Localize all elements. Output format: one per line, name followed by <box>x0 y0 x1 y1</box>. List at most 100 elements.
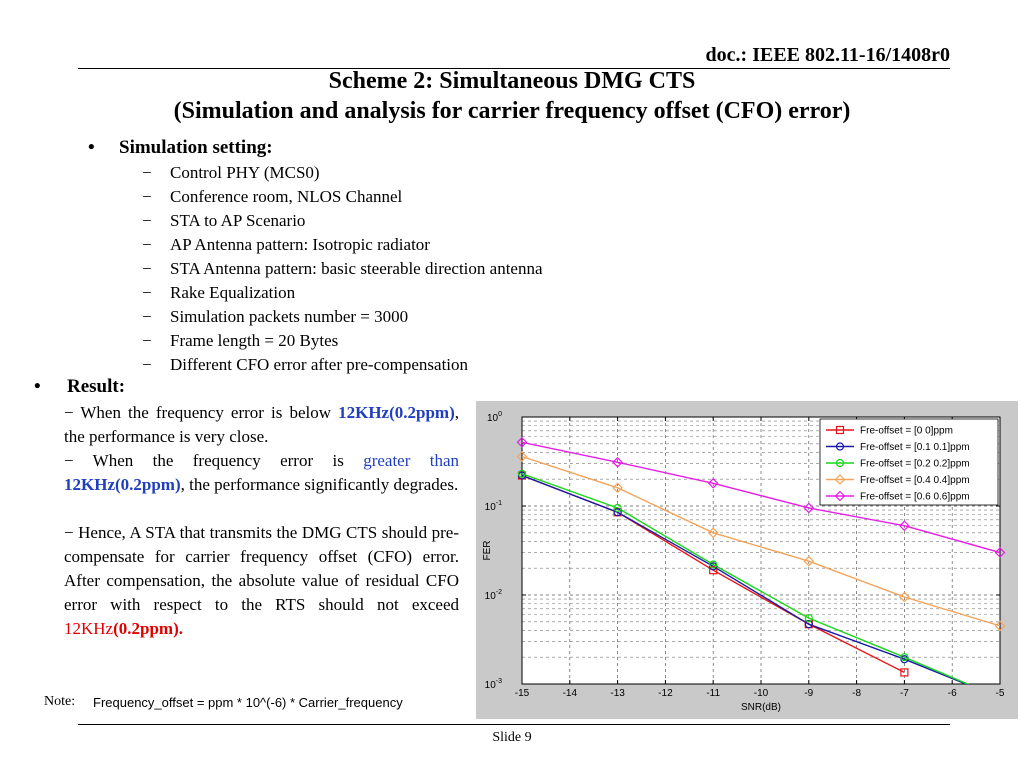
settings-item: − Simulation packets number = 3000 <box>142 305 543 329</box>
x-tick-label: -6 <box>948 688 957 699</box>
settings-item-text: AP Antenna pattern: Isotropic radiator <box>170 235 430 254</box>
settings-item: − STA Antenna pattern: basic steerable di… <box>142 257 543 281</box>
legend-marker-4 <box>834 490 846 502</box>
x-tick-label: -8 <box>852 688 861 699</box>
x-tick-label: -15 <box>515 688 530 699</box>
legend-marker-2 <box>835 458 845 468</box>
legend-marker-1 <box>835 442 845 451</box>
result-text-run: − When the frequency error is below <box>64 403 339 422</box>
highlight-greater-than: greater than <box>363 451 460 470</box>
result-text: − When the frequency error is below 12KH… <box>64 401 459 641</box>
data-point-2 <box>517 469 527 478</box>
data-point-4 <box>899 520 910 532</box>
fer-chart: -15 -14 -13 -12 -11 -10 -9 -8 -7 -6 -5 100 10-1 10-2 1… <box>476 401 1018 719</box>
slide-subtitle: (Simulation and analysis for carrier fre… <box>173 98 851 124</box>
result-spacer <box>64 497 459 521</box>
list-dash: − <box>142 235 152 254</box>
data-point-3 <box>707 527 719 539</box>
settings-bullet: • <box>88 137 95 158</box>
x-tick-label: -12 <box>658 688 673 699</box>
legend-label-3: Fre-offset = [0.4 0.4]ppm <box>860 475 970 486</box>
y-tick-label: 10-2 <box>485 589 502 602</box>
data-point-3 <box>994 620 1006 632</box>
data-point-4 <box>994 547 1006 558</box>
result-paragraph: − When the frequency error is below 12KH… <box>64 401 459 449</box>
legend-label-0: Fre-offset = [0 0]ppm <box>860 426 953 437</box>
footer-rule <box>78 724 950 725</box>
document-id: doc.: IEEE 802.11-16/1408r0 <box>705 44 950 66</box>
settings-item-text: Frame length = 20 Bytes <box>170 331 339 350</box>
list-dash: − <box>142 355 152 374</box>
slide-title: Scheme 2: Simultaneous DMG CTS <box>328 68 696 94</box>
list-dash: − <box>142 307 152 326</box>
list-dash: − <box>142 259 152 278</box>
legend-label-4: Fre-offset = [0.6 0.6]ppm <box>860 492 970 503</box>
series-line-1 <box>522 474 968 684</box>
data-point-3 <box>612 482 623 494</box>
result-text-run: , the performance is very close. <box>64 403 459 446</box>
list-dash: − <box>142 163 152 182</box>
series-line-3 <box>522 455 1000 627</box>
settings-item-text: Different CFO error after pre-compensati… <box>170 355 469 374</box>
x-axis-label: SNR(dB) <box>741 702 781 713</box>
legend-label-2: Fre-offset = [0.2 0.2]ppm <box>860 459 970 470</box>
settings-item-text: Conference room, NLOS Channel <box>170 187 403 206</box>
data-point-4 <box>612 456 623 468</box>
highlight-limit: 12KHz <box>64 619 114 638</box>
y-tick-label: 10-3 <box>485 678 502 691</box>
data-point-2 <box>900 653 909 662</box>
x-tick-label: -13 <box>610 688 625 699</box>
settings-item: − Conference room, NLOS Channel <box>142 185 543 209</box>
series-line-2 <box>522 473 970 684</box>
data-point-2 <box>613 503 622 513</box>
note-label: Note: <box>44 694 76 709</box>
settings-list: − Control PHY (MCS0) − Conference room, NL… <box>142 161 543 377</box>
data-point-0 <box>709 566 718 575</box>
slide-number: Slide 9 <box>492 730 532 745</box>
settings-item-text: STA to AP Scenario <box>170 211 306 230</box>
result-text-run: − Hence, A STA that transmits the DMG CT… <box>64 523 459 614</box>
y-tick-label: 10-1 <box>485 500 502 513</box>
settings-item: − AP Antenna pattern: Isotropic radiator <box>142 233 543 257</box>
data-point-4 <box>516 436 528 448</box>
data-point-3 <box>899 591 910 603</box>
legend-label-1: Fre-offset = [0.1 0.1]ppm <box>860 442 970 453</box>
data-point-3 <box>803 555 815 567</box>
note-formula: Frequency_offset = ppm * 10^(-6) * Carri… <box>93 695 403 710</box>
result-text-run: , the performance significantly degrades… <box>180 475 459 494</box>
data-point-1 <box>613 508 622 517</box>
series-line-4 <box>522 441 1000 554</box>
data-point-2 <box>709 560 718 569</box>
x-tick-label: -7 <box>900 688 909 699</box>
settings-heading: Simulation setting: <box>119 137 273 158</box>
settings-item-text: Control PHY (MCS0) <box>170 163 320 182</box>
settings-item: − STA to AP Scenario <box>142 209 543 233</box>
x-tick-label: -11 <box>706 688 720 699</box>
highlight-frequency: 12KHz(0.2ppm) <box>64 475 181 494</box>
data-point-3 <box>516 451 528 462</box>
result-bullet: • <box>34 376 41 397</box>
x-tick-label: -10 <box>754 688 769 699</box>
settings-item-text: Simulation packets number = 3000 <box>170 307 409 326</box>
data-point-4 <box>803 502 815 514</box>
data-point-1 <box>804 620 813 629</box>
settings-item: − Rake Equalization <box>142 281 543 305</box>
highlight-frequency: 12KHz(0.2ppm) <box>338 403 455 422</box>
list-dash: − <box>142 283 152 302</box>
settings-item: − Different CFO error after pre-compensat… <box>142 353 543 377</box>
legend-marker-3 <box>834 474 846 485</box>
settings-item: − Control PHY (MCS0) <box>142 161 543 185</box>
settings-item: − Frame length = 20 Bytes <box>142 329 543 353</box>
legend-marker-0 <box>835 425 845 435</box>
data-point-0 <box>900 668 909 677</box>
list-dash: − <box>142 331 152 350</box>
list-dash: − <box>142 187 152 206</box>
fer-chart-svg: -15 -14 -13 -12 -11 -10 -9 -8 -7 -6 -5 100 10-1 10-2 1… <box>482 411 1006 713</box>
result-paragraph: − Hence, A STA that transmits the DMG CT… <box>64 521 459 641</box>
list-dash: − <box>142 211 152 230</box>
x-tick-label: -14 <box>563 688 578 699</box>
result-paragraph: − When the frequency error is greater th… <box>64 449 459 497</box>
y-axis-label: FER <box>482 541 493 561</box>
result-heading: Result: <box>67 376 126 397</box>
y-tick-label: 100 <box>487 411 502 424</box>
